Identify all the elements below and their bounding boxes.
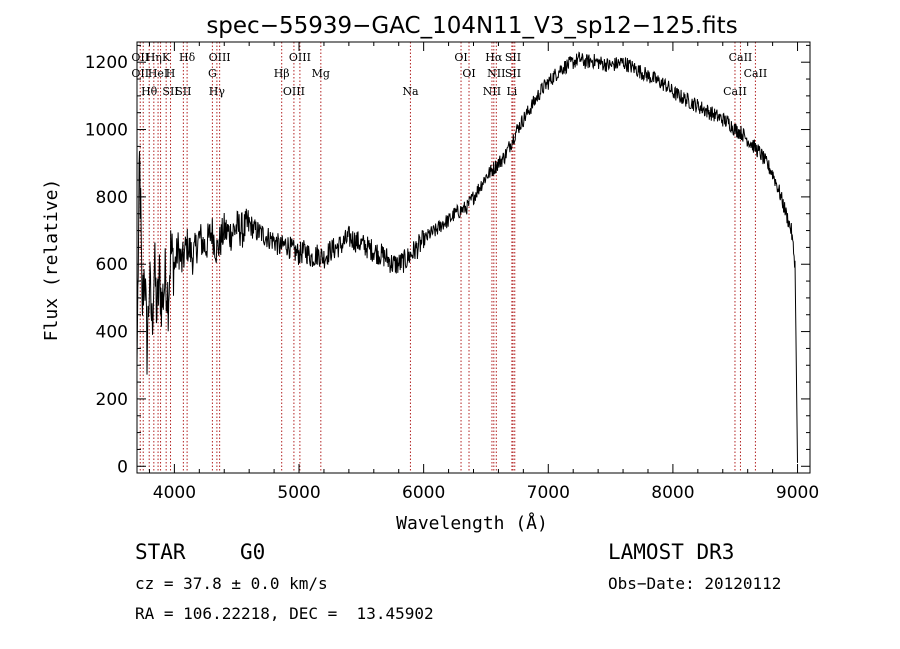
- spectrum-series: [136, 51, 798, 463]
- line-labels: OIIOIIHθHηHeIKHSIISIIHδGHγOIIIHβOIIIOIII…: [131, 51, 767, 98]
- line-label: SII: [505, 67, 521, 80]
- x-axis-label: Wavelength (Å): [396, 512, 548, 534]
- y-tick-label: 800: [96, 188, 128, 208]
- x-tick-label: 4000: [153, 483, 196, 503]
- line-label: K: [162, 51, 171, 64]
- chart-title: spec−55939−GAC_104N11_V3_sp12−125.fits: [206, 13, 737, 39]
- line-label: OIII: [209, 51, 231, 64]
- line-label: Hα: [485, 51, 503, 64]
- x-tick-label: 5000: [277, 483, 320, 503]
- y-tick-label: 600: [96, 255, 128, 275]
- y-tick-label: 400: [96, 323, 128, 343]
- y-tick-label: 0: [117, 457, 128, 477]
- y-tick-label: 1000: [85, 121, 128, 141]
- redshift-readout: cz = 37.8 ± 0.0 km/s: [135, 574, 328, 593]
- plot-frame: [136, 41, 811, 474]
- line-label: CaII: [729, 51, 753, 64]
- line-label: H: [166, 67, 176, 80]
- object-subclass: G0: [240, 540, 266, 564]
- line-label: OI: [454, 51, 467, 64]
- emission-line-markers: [139, 42, 756, 473]
- line-label: CaII: [744, 67, 768, 80]
- x-tick-label: 6000: [402, 483, 445, 503]
- x-tick-label: 8000: [651, 483, 694, 503]
- line-label: Mg: [312, 67, 330, 80]
- line-label: CaII: [723, 85, 747, 98]
- spectrum-line: [136, 51, 798, 463]
- x-tick-label: 7000: [527, 483, 570, 503]
- line-label: Li: [506, 85, 517, 98]
- line-label: HeI: [148, 67, 168, 80]
- survey-name: LAMOST DR3: [608, 540, 735, 564]
- y-tick-label: 200: [96, 390, 128, 410]
- line-label: NII: [483, 85, 501, 98]
- x-tick-label: 9000: [776, 483, 819, 503]
- y-axis-label: Flux (relative): [41, 179, 62, 342]
- line-label: SII: [505, 51, 521, 64]
- line-label: OIII: [289, 51, 311, 64]
- line-label: Hη: [146, 51, 162, 64]
- line-label: Hθ: [141, 85, 158, 98]
- line-label: Na: [402, 85, 419, 98]
- line-label: OII: [131, 67, 149, 80]
- line-label: Hγ: [209, 85, 226, 98]
- coordinates-readout: RA = 106.22218, DEC = 13.45902: [135, 604, 434, 623]
- object-type: STAR: [135, 540, 186, 564]
- line-label: OII: [131, 51, 149, 64]
- line-label: SII: [162, 85, 178, 98]
- line-label: G: [208, 67, 217, 80]
- y-tick-label: 1200: [85, 53, 128, 73]
- line-label: OIII: [283, 85, 305, 98]
- line-label: Hδ: [179, 51, 196, 64]
- axis-ticks: 4000 5000 6000 7000 8000 9000 0 200 400 600 800 100…: [85, 42, 819, 503]
- line-label: Hβ: [274, 67, 290, 80]
- line-label: SII: [175, 85, 191, 98]
- line-label: OI: [462, 67, 475, 80]
- line-label: NII: [487, 67, 505, 80]
- observation-date: Obs−Date: 20120112: [608, 574, 782, 593]
